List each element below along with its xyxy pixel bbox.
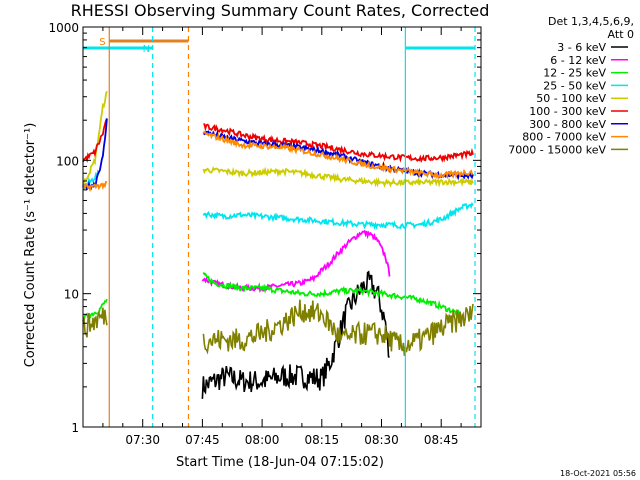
series-line-5 — [82, 118, 474, 163]
legend-label-7: 800 - 7000 keV — [522, 131, 606, 144]
legend-label-8: 7000 - 15000 keV — [508, 143, 606, 156]
legend-label-2: 12 - 25 keV — [543, 67, 606, 80]
series-line-8 — [82, 299, 474, 356]
x-tick-label-4: 08:30 — [364, 433, 399, 447]
legend-label-1: 6 - 12 keV — [550, 54, 606, 67]
y-tick-label-1: 10 — [64, 288, 79, 302]
axes: 07:30 07:45 08:00 08:15 08:30 08:45 1 10 100 1000 — [48, 21, 482, 447]
plot-frame — [82, 26, 482, 428]
legend-label-6: 300 - 800 keV — [529, 118, 606, 131]
series-line-6 — [82, 118, 474, 191]
chart-title: RHESSI Observing Summary Count Rates, Co… — [71, 1, 490, 20]
series-line-3 — [82, 169, 474, 230]
x-tick-label-2: 08:00 — [245, 433, 280, 447]
night-label: N — [143, 44, 150, 55]
series-line-2 — [82, 271, 462, 322]
legend-label-3: 25 - 50 keV — [543, 79, 606, 92]
x-axis-label: Start Time (18-Jun-04 07:15:02) — [176, 455, 384, 470]
saa-label: S — [99, 37, 105, 48]
x-tick-label-5: 08:45 — [424, 433, 459, 447]
x-tick-label-3: 08:15 — [305, 433, 340, 447]
series-line-4 — [82, 90, 474, 188]
legend-label-5: 100 - 300 keV — [529, 105, 606, 118]
legend-header-line-2: Att 0 — [608, 28, 634, 41]
legend-label-4: 50 - 100 keV — [536, 92, 606, 105]
legend-label-0: 3 - 6 keV — [557, 41, 606, 54]
footer-date: 18-Oct-2021 05:56 — [560, 469, 636, 478]
y-tick-label-2: 100 — [56, 154, 79, 168]
y-tick-label-0: 1 — [71, 421, 79, 435]
y-axis-label: Corrected Count Rate (s⁻¹ detector⁻¹) — [23, 123, 38, 368]
series-line-7 — [82, 130, 474, 193]
x-tick-label-0: 07:30 — [125, 433, 160, 447]
legend-header-line-1: Det 1,3,4,5,6,9, — [548, 15, 634, 28]
x-tick-label-1: 07:45 — [185, 433, 220, 447]
plot-area: SN — [82, 27, 476, 427]
series-line-1 — [201, 229, 391, 293]
y-tick-label-3: 1000 — [48, 21, 79, 35]
